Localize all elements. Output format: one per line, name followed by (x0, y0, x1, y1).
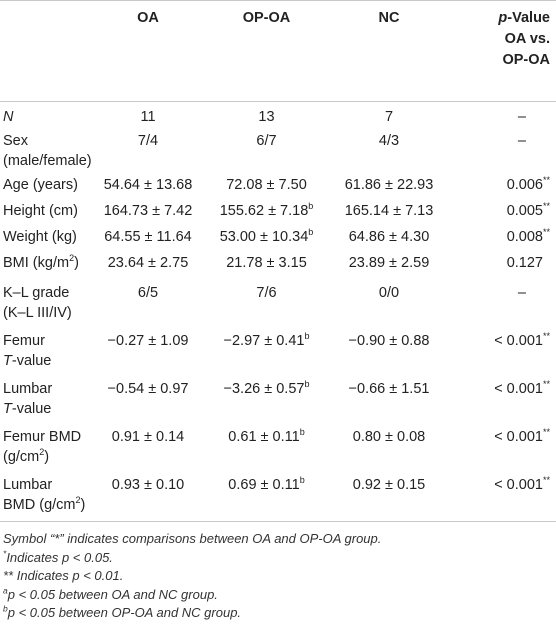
row-label: Age (years) (3, 176, 78, 193)
cell-p: < 0.001** (494, 474, 550, 493)
cell-oa: 0.91 ± 0.14 (111, 428, 185, 445)
cell-oa: 7/4 (137, 132, 159, 149)
cell-p: 0.006** (506, 174, 550, 193)
cell-p: < 0.001** (494, 378, 550, 397)
table-row-age: Age (years) 54.64 ± 13.68 72.08 ± 7.50 6… (0, 175, 556, 201)
table-row-femur-bmd: Femur BMD (g/cm2) 0.91 ± 0.14 0.61 ± 0.11… (0, 423, 556, 471)
cell-oa: −0.54 ± 0.97 (107, 380, 189, 397)
cell-oa: 23.64 ± 2.75 (107, 254, 189, 271)
cell-opoa: 155.62 ± 7.18b (219, 200, 314, 219)
cell-nc: 0.92 ± 0.15 (352, 476, 426, 493)
cell-opoa: 7/6 (256, 284, 277, 301)
footnote-b: bp < 0.05 between OP-OA and NC group. (3, 603, 242, 620)
cell-opoa: −2.97 ± 0.41b (223, 330, 310, 349)
table-row-lumbar-t: Lumbar T-value −0.54 ± 0.97 −3.26 ± 0.57b… (0, 375, 556, 423)
table-row-lumbar-bmd: Lumbar BMD (g/cm2) 0.93 ± 0.10 0.69 ± 0.1… (0, 471, 556, 527)
cell-oa: 6/5 (137, 284, 159, 301)
cell-p: 0.127 (506, 254, 543, 271)
footnote-symbol: Symbol “*” indicates comparisons between… (3, 531, 382, 546)
cell-p: 0.005** (506, 200, 550, 219)
table-footnotes: Symbol “*” indicates comparisons between… (3, 530, 553, 623)
table-row-femur-t: Femur T-value −0.27 ± 1.09 −2.97 ± 0.41b … (0, 327, 556, 375)
cell-p: < 0.001** (494, 426, 550, 445)
header-oa: OA (137, 10, 159, 26)
cell-opoa: 0.69 ± 0.11b (228, 474, 305, 493)
cell-nc: 7 (384, 109, 394, 125)
table-bottom-rule (0, 521, 556, 522)
row-label: Lumbar BMD (g/cm2) (3, 476, 86, 513)
row-label: Sex (male/female) (3, 132, 92, 169)
table-row-height: Height (cm) 164.73 ± 7.42 155.62 ± 7.18b… (0, 201, 556, 227)
row-label: Weight (kg) (3, 228, 77, 245)
header-nc: NC (378, 10, 400, 26)
cell-p: – (517, 284, 526, 301)
cell-oa: −0.27 ± 1.09 (107, 332, 189, 349)
cell-nc: 165.14 ± 7.13 (344, 202, 434, 219)
cell-nc: 64.86 ± 4.30 (348, 228, 430, 245)
cell-opoa: 72.08 ± 7.50 (226, 176, 307, 193)
header-row: OA OP-OA NC p-Value OA vs. OP-OA (0, 0, 556, 102)
row-label: N (3, 109, 14, 125)
cell-oa: 64.55 ± 11.64 (104, 228, 192, 245)
cell-nc: 4/3 (378, 132, 400, 149)
cell-nc: 0/0 (378, 284, 400, 301)
header-label (0, 1, 92, 102)
cell-nc: 23.89 ± 2.59 (348, 254, 430, 271)
table-row-kl-grade: K–L grade (K–L III/IV) 6/5 7/6 0/0 – (0, 281, 556, 327)
cell-nc: −0.90 ± 0.88 (348, 332, 430, 349)
cell-oa: 0.93 ± 0.10 (111, 476, 185, 493)
cell-p: 0.008** (506, 226, 550, 245)
table-row-sex: Sex (male/female) 7/4 6/7 4/3 – (0, 129, 556, 175)
footnote-double-star: ** Indicates p < 0.01. (3, 568, 124, 583)
table-row-weight: Weight (kg) 64.55 ± 11.64 53.00 ± 10.34b… (0, 227, 556, 253)
cell-oa: 11 (140, 109, 156, 125)
cell-opoa: 13 (258, 109, 275, 125)
footnote-single-star: *Indicates p < 0.05. (3, 548, 113, 565)
header-pvalue: p-Value OA vs. OP-OA (498, 10, 550, 68)
cell-opoa: 21.78 ± 3.15 (226, 254, 307, 271)
table-row-bmi: BMI (kg/m2) 23.64 ± 2.75 21.78 ± 3.15 23… (0, 253, 556, 281)
cell-nc: 61.86 ± 22.93 (344, 176, 434, 193)
cell-nc: −0.66 ± 1.51 (348, 380, 430, 397)
table-row-n: N 11 13 7 – (0, 102, 556, 129)
cell-opoa: 0.61 ± 0.11b (228, 426, 305, 445)
row-label: Femur T-value (3, 332, 52, 369)
header-opoa: OP-OA (242, 10, 291, 26)
cell-opoa: −3.26 ± 0.57b (223, 378, 310, 397)
row-label: BMI (kg/m2) (3, 252, 79, 271)
row-label: Femur BMD (g/cm2) (3, 428, 82, 465)
cell-nc: 0.80 ± 0.08 (352, 428, 426, 445)
footnote-a: ap < 0.05 between OA and NC group. (3, 585, 218, 602)
cell-opoa: 53.00 ± 10.34b (219, 226, 314, 245)
row-label: K–L grade (K–L III/IV) (3, 284, 72, 321)
cell-opoa: 6/7 (256, 132, 277, 149)
cell-p: – (517, 109, 526, 125)
row-label: Lumbar T-value (3, 380, 53, 417)
cell-oa: 164.73 ± 7.42 (103, 202, 193, 219)
clinical-characteristics-table: OA OP-OA NC p-Value OA vs. OP-OA N 11 13 7… (0, 0, 556, 527)
cell-p: – (517, 132, 526, 149)
cell-oa: 54.64 ± 13.68 (103, 176, 193, 193)
cell-p: < 0.001** (494, 330, 550, 349)
row-label: Height (cm) (3, 202, 78, 219)
